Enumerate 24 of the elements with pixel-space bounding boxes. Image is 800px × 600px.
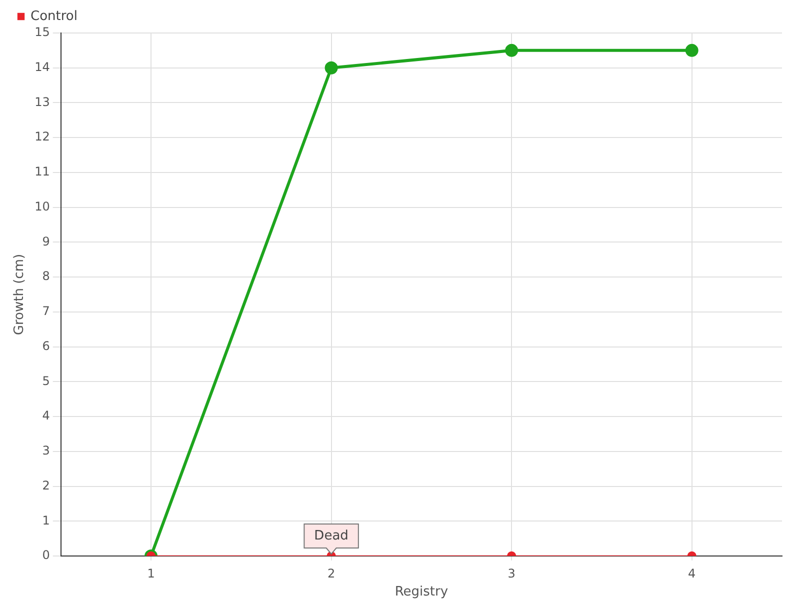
y-tick-label: 15 (34, 25, 50, 40)
y-tick-label: 14 (34, 60, 50, 74)
y-axis-title: Growth (cm) (12, 254, 28, 336)
y-tick-label: 8 (42, 269, 50, 284)
annotation: Dead (314, 528, 348, 544)
y-tick-label: 0 (42, 548, 50, 562)
x-tick-label: 2 (327, 566, 336, 580)
y-tick-label: 12 (34, 130, 50, 144)
y-tick-label: 2 (42, 478, 50, 492)
legend-label: Control (30, 8, 78, 24)
y-tick-label: 9 (42, 234, 50, 248)
y-tick-label: 1 (42, 513, 50, 528)
x-axis-title: Registry (394, 584, 448, 600)
y-tick-label: 6 (42, 338, 50, 353)
x-tick-label: 1 (147, 566, 155, 580)
y-tick-label: 5 (42, 374, 50, 388)
y-tick-label: 11 (34, 164, 50, 179)
y-tick-label: 7 (42, 304, 50, 318)
y-tick-label: 3 (42, 444, 50, 458)
x-tick-label: 4 (688, 566, 696, 580)
x-tick-label: 3 (508, 566, 516, 580)
y-tick-label: 13 (34, 94, 50, 109)
y-tick-label: 10 (34, 199, 50, 214)
y-tick-label: 4 (42, 408, 50, 423)
